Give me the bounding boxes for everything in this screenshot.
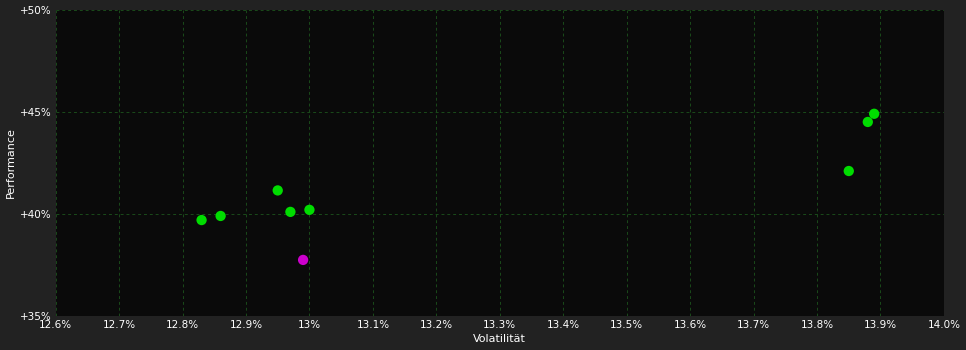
X-axis label: Volatilität: Volatilität: [473, 335, 526, 344]
Point: [213, 213, 228, 219]
Point: [194, 217, 210, 223]
Point: [860, 119, 875, 125]
Y-axis label: Performance: Performance: [6, 127, 15, 198]
Point: [283, 209, 298, 215]
Point: [301, 207, 317, 213]
Point: [296, 257, 311, 263]
Point: [841, 168, 857, 174]
Point: [270, 188, 285, 193]
Point: [867, 111, 882, 117]
